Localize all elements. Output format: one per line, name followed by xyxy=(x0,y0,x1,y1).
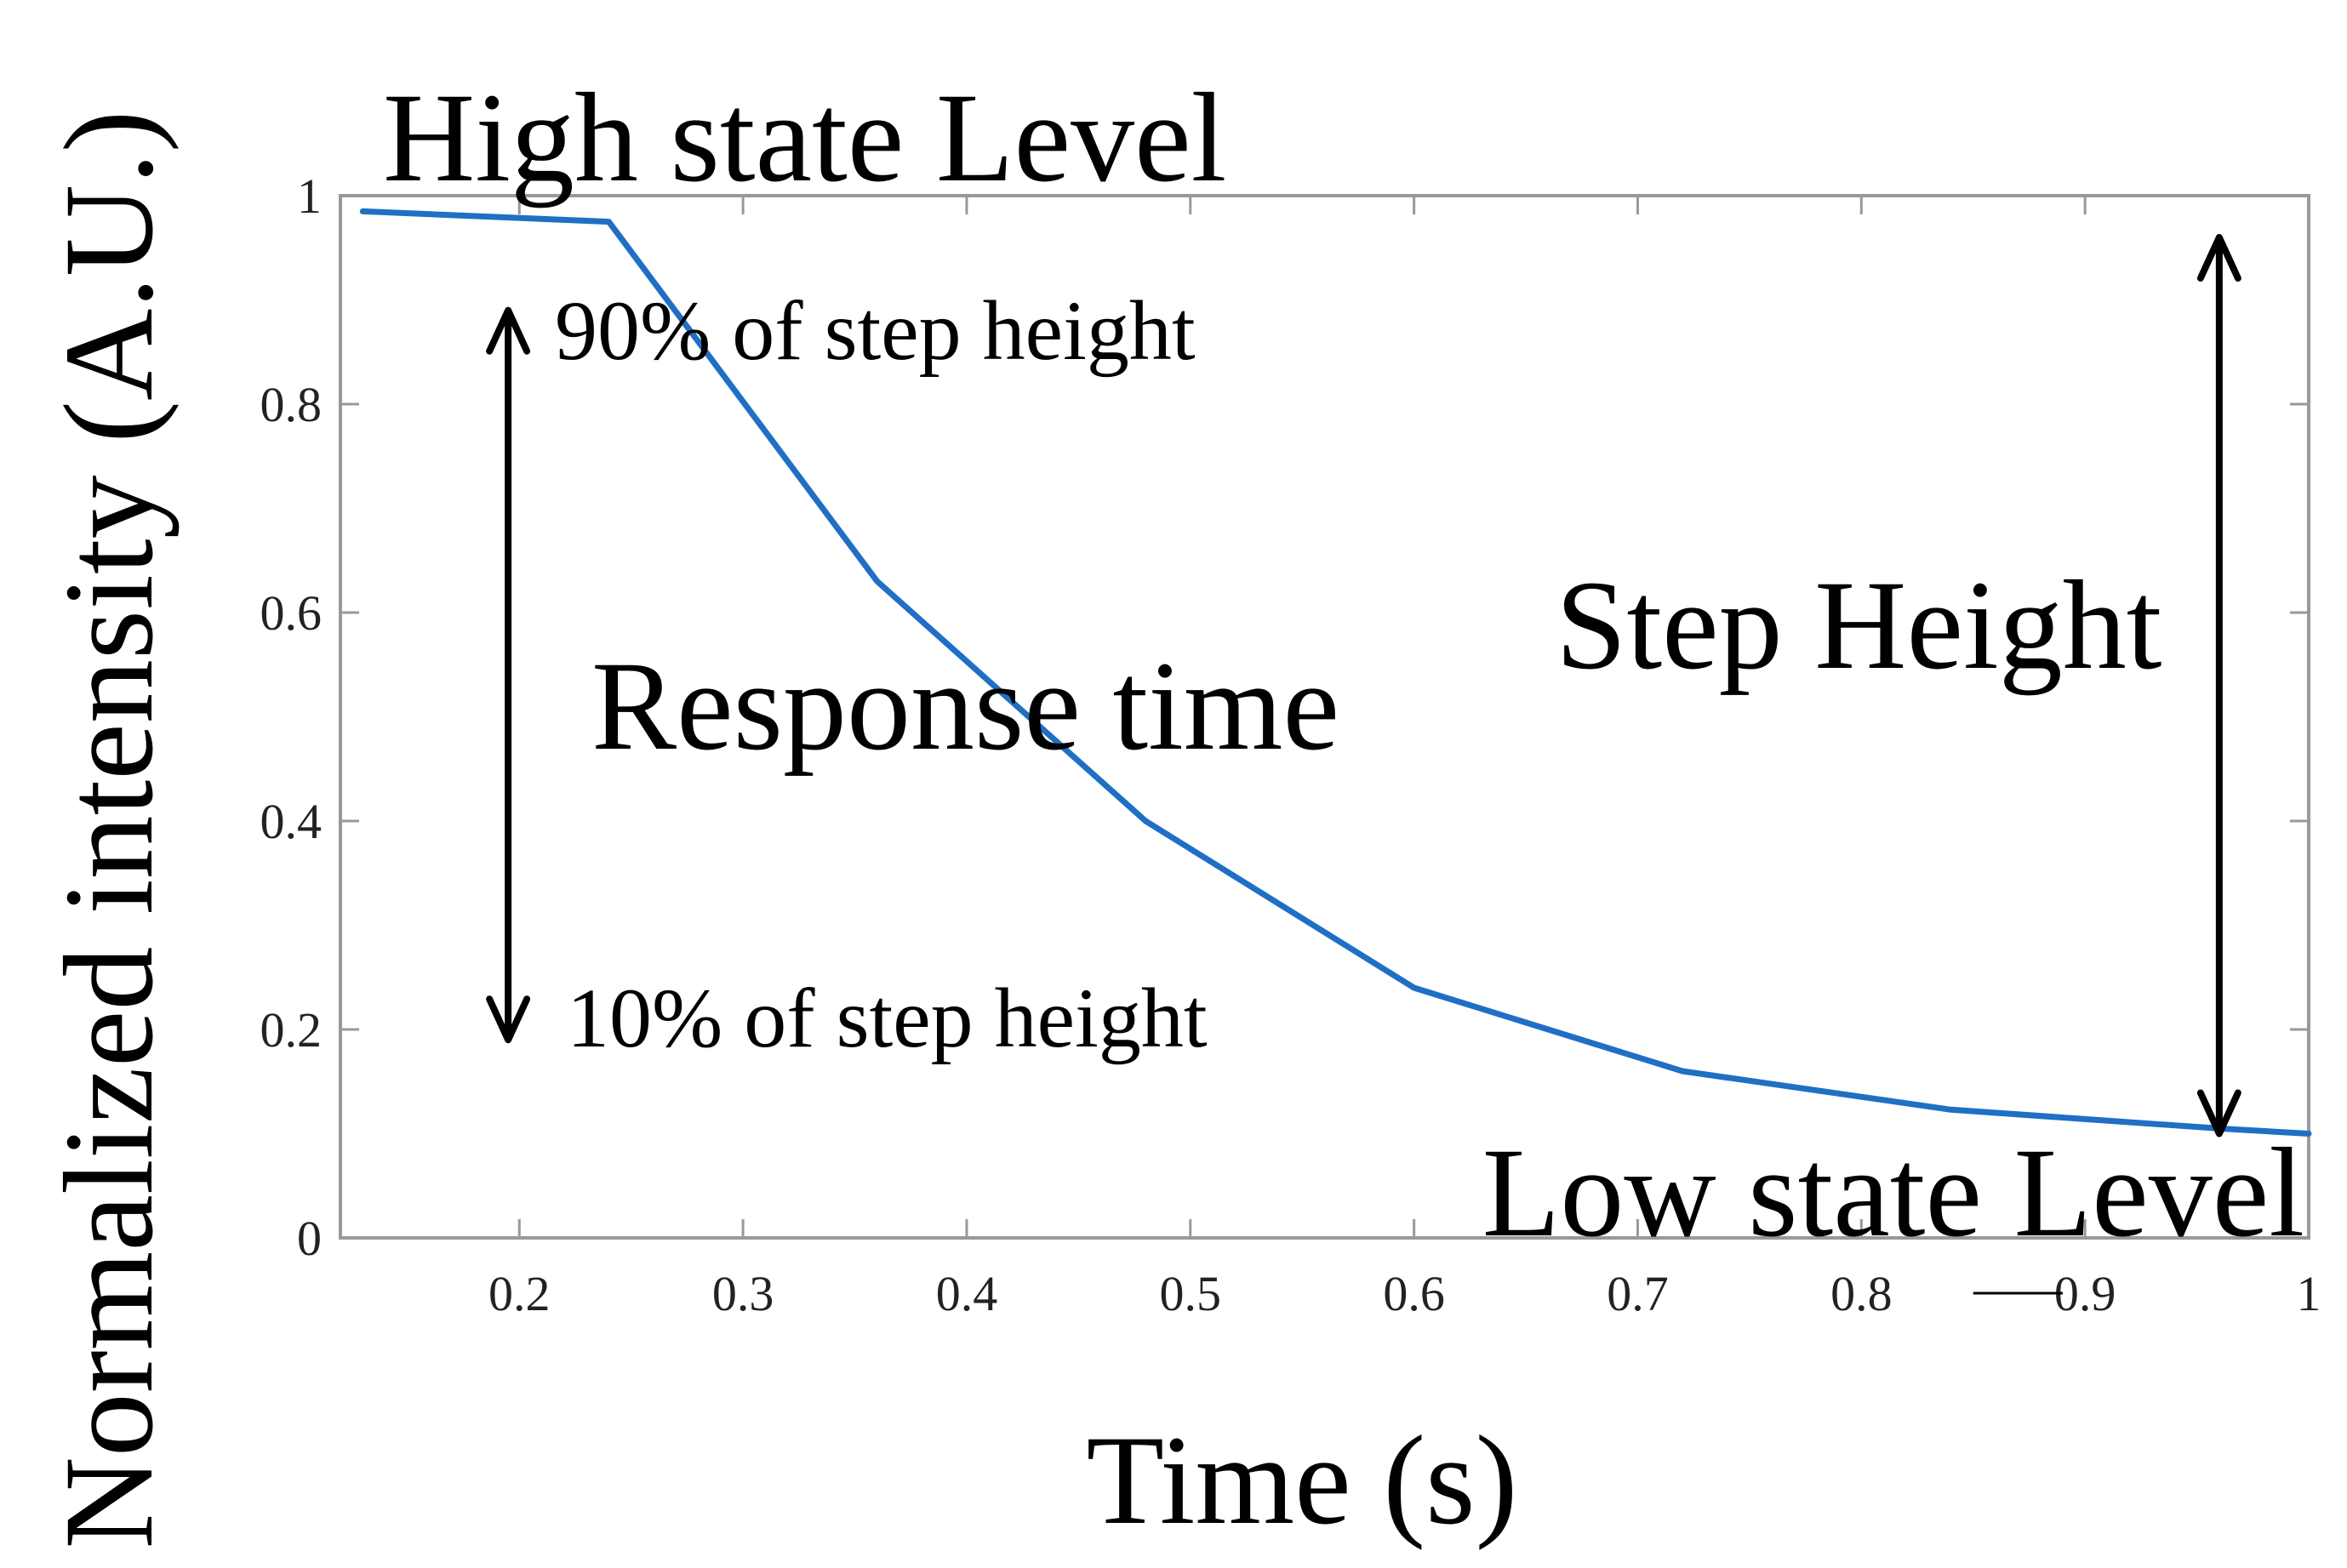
plot-frame xyxy=(339,194,2310,1240)
x-tick-label: 0.8 xyxy=(1830,1266,1893,1321)
response-time-label: Response time xyxy=(591,636,1339,777)
y-tick-label: 0.4 xyxy=(260,794,323,849)
x-tick-label: 0.9 xyxy=(2054,1266,2116,1321)
response-time-arrow xyxy=(486,306,531,1044)
x-tick-labels: 0.2 0.3 0.4 0.5 0.6 0.7 0.8 0.9 1 xyxy=(488,1266,2321,1321)
series-line xyxy=(359,208,2312,1137)
upper-percent-label: 90% of step height xyxy=(555,283,1196,378)
arrow-head-down xyxy=(2196,1089,2241,1138)
x-tick-label: 0.7 xyxy=(1607,1266,1669,1321)
low-state-label: Low state Level xyxy=(1482,1122,2304,1263)
y-tick-label: 1 xyxy=(297,168,322,224)
y-tick-labels: 0 0.2 0.4 0.6 0.8 1 xyxy=(260,168,323,1266)
x-tick-label: 0.3 xyxy=(712,1266,774,1321)
step-height-label: Step Height xyxy=(1556,555,2161,696)
x-axis-title: Time (s) xyxy=(1086,1410,1517,1551)
x-tick-label: 0.2 xyxy=(488,1266,551,1321)
high-state-label: High state Level xyxy=(383,67,1226,208)
step-height-arrow xyxy=(2196,234,2241,1138)
y-tick-label: 0.6 xyxy=(260,585,323,641)
y-tick-label: 0 xyxy=(297,1211,322,1266)
x-tick-label: 1 xyxy=(2297,1266,2321,1321)
y-axis-title: Normalized intensity (A.U.) xyxy=(38,110,180,1548)
lower-percent-label: 10% of step height xyxy=(567,971,1208,1065)
y-tick-label: 0.8 xyxy=(260,377,323,432)
arrow-head-down xyxy=(486,995,531,1044)
arrow-head-up xyxy=(486,306,531,355)
x-tick-label: 0.4 xyxy=(936,1266,998,1321)
y-tick-label: 0.2 xyxy=(260,1002,323,1058)
x-tick-label: 0.5 xyxy=(1160,1266,1222,1321)
x-tick-label: 0.6 xyxy=(1383,1266,1445,1321)
arrow-head-up xyxy=(2196,234,2241,282)
axis-ticks xyxy=(340,194,2310,1240)
